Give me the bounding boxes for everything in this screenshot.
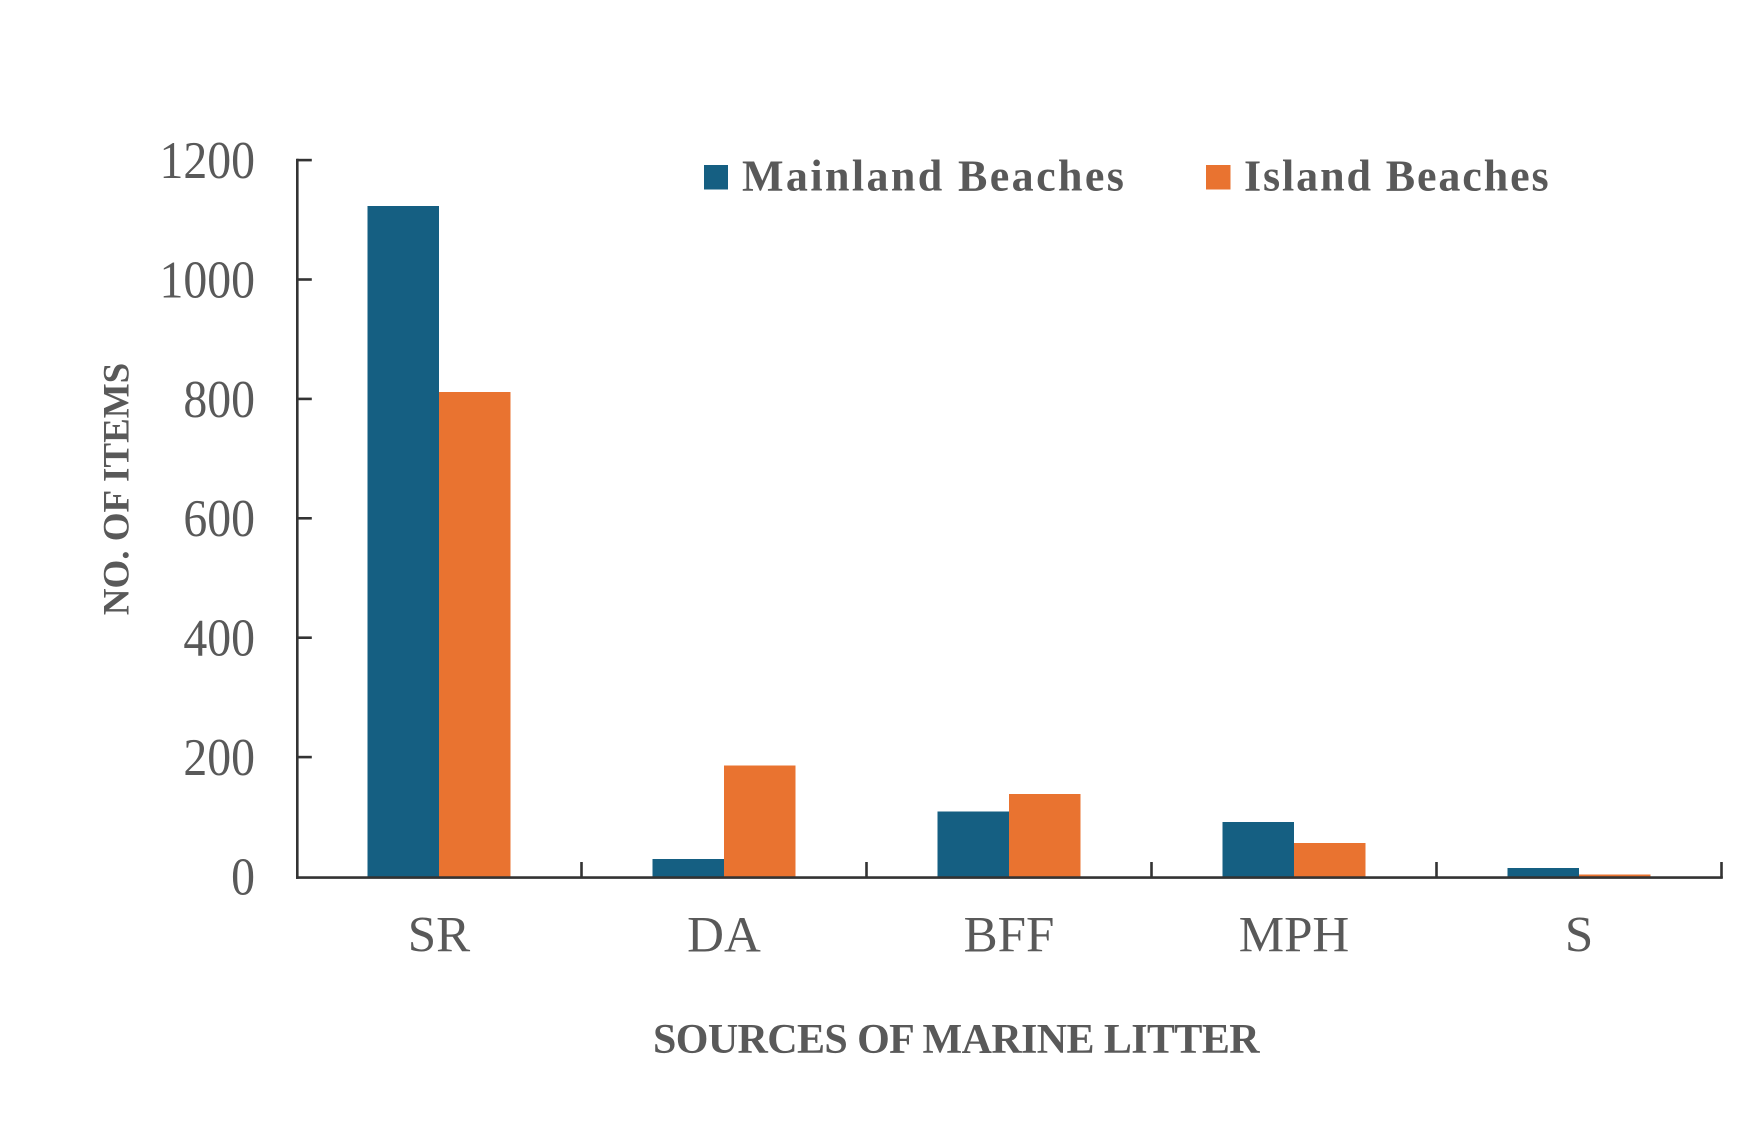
svg-text:1200: 1200 — [159, 131, 255, 190]
svg-text:BFF: BFF — [964, 908, 1055, 964]
svg-text:SOURCES OF MARINE LITTER: SOURCES OF MARINE LITTER — [653, 1017, 1260, 1063]
svg-text:DA: DA — [687, 908, 761, 964]
svg-text:S: S — [1565, 908, 1593, 964]
svg-text:Island Beaches: Island Beaches — [1244, 152, 1551, 201]
svg-text:200: 200 — [183, 728, 255, 787]
svg-text:1000: 1000 — [159, 250, 255, 309]
svg-text:600: 600 — [183, 489, 255, 548]
svg-text:0: 0 — [231, 847, 255, 906]
svg-text:800: 800 — [183, 370, 255, 429]
svg-text:SR: SR — [408, 908, 470, 964]
svg-text:Mainland Beaches: Mainland Beaches — [742, 152, 1126, 201]
svg-text:MPH: MPH — [1239, 908, 1350, 964]
svg-text:NO. OF ITEMS: NO. OF ITEMS — [97, 363, 138, 616]
svg-text:400: 400 — [183, 609, 255, 668]
